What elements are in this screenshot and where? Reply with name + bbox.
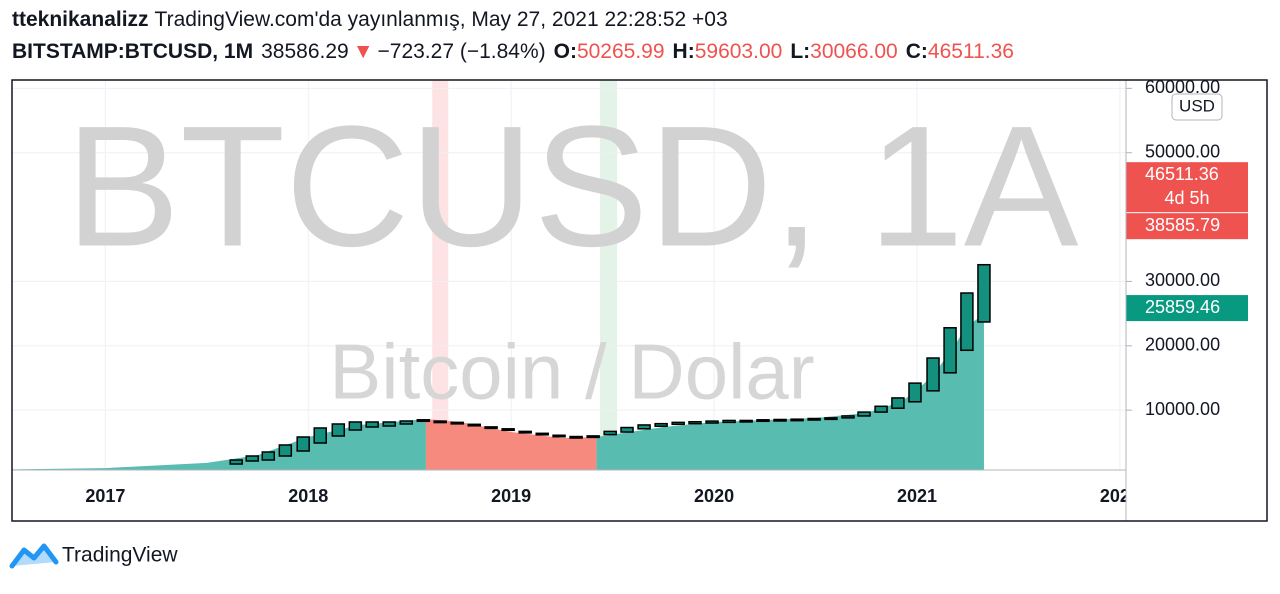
price-label-box [1126,162,1248,213]
box [501,428,515,432]
box [756,419,770,423]
box [450,421,464,425]
price-label-box [1126,213,1248,240]
box [857,411,871,417]
open-label: O: [554,40,577,63]
box [261,451,276,461]
box [943,327,957,374]
box [824,417,838,421]
box [348,421,363,431]
close-label: C: [906,40,928,63]
countdown: 4d 5h [1164,188,1209,208]
area [12,315,984,470]
box [382,421,396,427]
currency: USD [1179,96,1215,115]
box [773,418,787,422]
high: 59603.00 [695,40,783,63]
box [245,455,260,462]
highlight-bands [432,80,618,470]
symbol: BITSTAMP:BTCUSD, 1M [12,40,253,63]
box [807,417,821,421]
box [722,419,736,424]
y-axis: 10000.00 20000.00 30000.00 50000.00 60000.00… [1126,77,1248,419]
watermark-symbol: BTCUSD, 1A [65,90,1078,282]
price-label: 38585.79 [1145,215,1220,235]
box [977,263,991,323]
box [891,397,905,409]
box [365,421,379,428]
highlight-band [432,80,449,470]
plot [12,263,991,470]
box [603,430,617,436]
x-axis: 2017 2018 2019 2020 2021 2022 [85,486,1140,506]
price-label: 46511.36 [1145,164,1219,184]
box [313,427,327,444]
box [296,436,310,452]
box [586,435,600,439]
y-tick-label: 20000.00 [1145,335,1220,355]
author: tteknikanalizz [12,8,149,31]
box [467,423,481,427]
x-tick-label: 2021 [897,486,937,506]
box [908,382,922,403]
currency-box [1171,93,1223,121]
open: 50265.99 [577,40,665,63]
box [278,444,293,457]
box [688,420,702,425]
box [926,357,940,392]
box [518,430,532,434]
box [331,423,346,437]
box [569,435,583,439]
last-price: 38586.29 [261,40,349,63]
low: 30066.00 [810,40,898,63]
box [790,418,804,422]
high-label: H: [673,40,695,63]
change: −723.27 (−1.84%) [378,40,546,63]
box [960,292,974,352]
x-tick-label: 2019 [491,486,531,506]
price-label: 25859.46 [1145,297,1220,317]
box [399,420,414,425]
watermark-description: Bitcoin / Dolar [329,328,815,416]
box [535,432,549,436]
box [637,424,651,430]
box [654,422,668,427]
box [739,419,753,423]
box [671,421,685,426]
header-line-1: tteknikanalizz TradingView.com'da yayınla… [12,8,728,31]
close: 46511.36 [928,40,1014,63]
low-label: L: [790,40,810,63]
box [620,426,634,433]
footer-logo [9,543,59,569]
x-tick-label: 2020 [694,486,734,506]
y-tick-label: 60000.00 [1145,77,1220,97]
x-tick-label: 2017 [85,486,125,506]
highlight-band [600,80,618,470]
y-tick-label: 30000.00 [1145,270,1220,290]
y-tick-label: 10000.00 [1145,399,1220,419]
box [552,434,566,438]
box [705,420,719,424]
box [874,405,888,413]
box [433,420,447,424]
box [416,419,431,423]
header-line-2: BITSTAMP:BTCUSD, 1M 38586.29 ▼ −723.27 (−1.… [12,40,1014,63]
box [841,415,855,419]
box [484,426,498,430]
y-tick-label: 50000.00 [1145,141,1220,161]
area [425,419,597,470]
x-tick-label: 2022 [1100,486,1140,506]
frame [11,79,1268,522]
published: TradingView.com'da yayınlanmış, May 27, … [155,8,728,31]
price-label-box [1126,295,1248,322]
footer-brand: TradingView [62,544,178,567]
x-tick-label: 2018 [288,486,328,506]
down-arrow: ▼ [353,40,374,63]
box [229,459,243,465]
